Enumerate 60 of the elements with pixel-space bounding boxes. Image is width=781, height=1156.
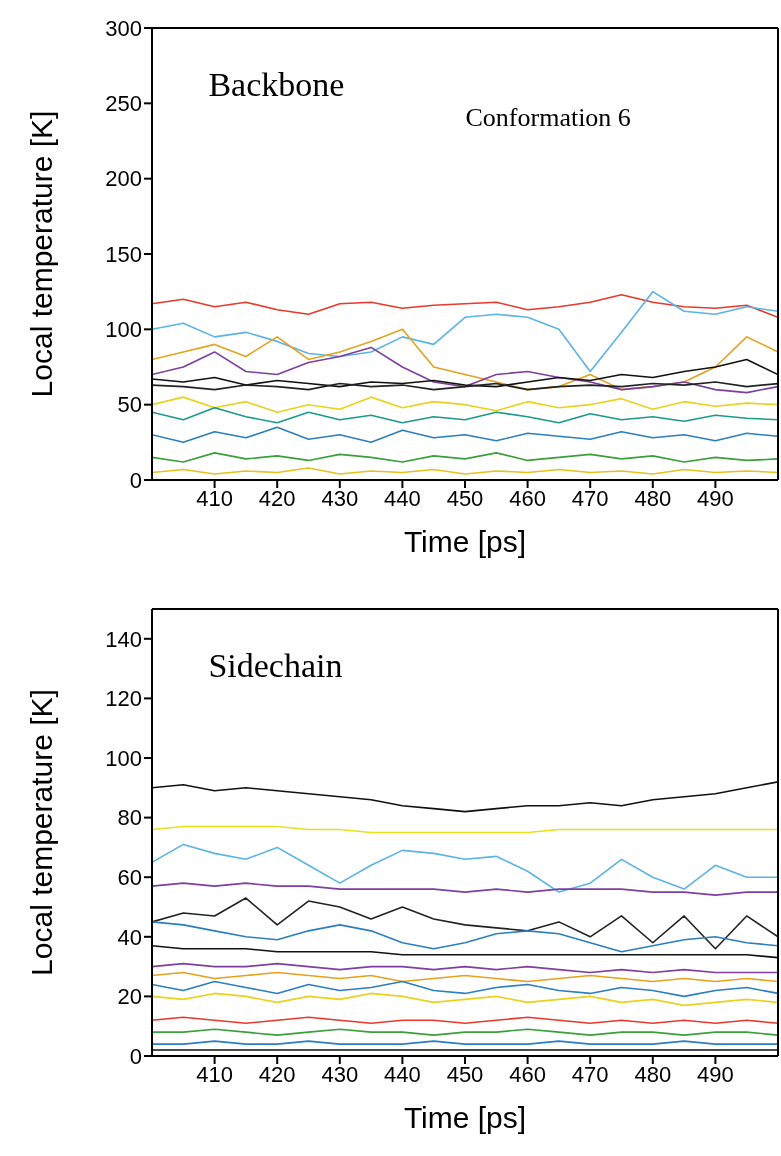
y-tick-label: 50 bbox=[117, 392, 142, 418]
line-series bbox=[152, 980, 778, 998]
x-tick-label: 490 bbox=[697, 485, 734, 511]
line-series bbox=[152, 358, 778, 388]
line-series bbox=[152, 971, 778, 983]
x-tick-label: 430 bbox=[321, 1061, 359, 1087]
line-series bbox=[152, 882, 778, 896]
line-series bbox=[152, 897, 778, 950]
x-tick-label: 430 bbox=[321, 485, 359, 511]
annotation: Sidechain bbox=[208, 645, 343, 686]
x-tick-label: 470 bbox=[571, 485, 609, 511]
y-tick-label: 300 bbox=[105, 15, 142, 41]
line-series bbox=[152, 452, 778, 463]
y-tick-label: 100 bbox=[105, 317, 142, 343]
line-series bbox=[152, 346, 778, 394]
y-axis-title: Local temperature [K] bbox=[24, 689, 58, 976]
x-tick-label: 410 bbox=[196, 485, 233, 511]
y-tick-label: 40 bbox=[117, 924, 142, 950]
y-tick-label: 250 bbox=[105, 91, 142, 117]
x-tick-label: 420 bbox=[258, 1061, 296, 1087]
x-tick-label: 480 bbox=[634, 1061, 672, 1087]
y-tick-label: 60 bbox=[117, 865, 142, 891]
x-tick-label: 460 bbox=[509, 1061, 546, 1087]
line-series bbox=[152, 962, 778, 974]
line-series bbox=[152, 944, 778, 959]
y-tick-label: 150 bbox=[105, 241, 142, 267]
x-axis-title: Time [ps] bbox=[403, 525, 527, 558]
line-series bbox=[152, 396, 778, 413]
line-series bbox=[152, 781, 778, 813]
x-tick-label: 450 bbox=[446, 485, 484, 511]
annotation: Backbone bbox=[208, 65, 345, 106]
annotation: Conformation 6 bbox=[465, 102, 631, 134]
line-series bbox=[152, 426, 778, 444]
line-series bbox=[152, 992, 778, 1007]
x-tick-label: 470 bbox=[571, 1061, 609, 1087]
x-tick-label: 420 bbox=[258, 485, 296, 511]
y-tick-label: 20 bbox=[117, 984, 142, 1010]
x-tick-label: 440 bbox=[384, 485, 421, 511]
y-tick-label: 120 bbox=[105, 686, 142, 712]
line-series bbox=[152, 921, 778, 953]
line-series bbox=[152, 290, 778, 373]
line-series bbox=[152, 381, 778, 391]
x-axis-title: Time [ps] bbox=[403, 1101, 527, 1134]
x-tick-label: 490 bbox=[697, 1061, 734, 1087]
x-tick-label: 480 bbox=[634, 485, 672, 511]
y-tick-label: 80 bbox=[117, 805, 142, 831]
y-tick-label: 0 bbox=[129, 1043, 142, 1069]
line-series bbox=[152, 843, 778, 893]
y-tick-label: 140 bbox=[105, 626, 142, 652]
y-tick-label: 0 bbox=[129, 467, 142, 493]
y-tick-label: 100 bbox=[105, 745, 142, 771]
line-series bbox=[152, 467, 778, 475]
line-series bbox=[152, 293, 778, 319]
x-tick-label: 460 bbox=[509, 485, 546, 511]
x-tick-label: 450 bbox=[446, 1061, 484, 1087]
line-series bbox=[152, 406, 778, 424]
x-tick-label: 440 bbox=[384, 1061, 421, 1087]
y-tick-label: 200 bbox=[105, 166, 142, 192]
y-axis-title: Local temperature [K] bbox=[24, 110, 58, 398]
x-tick-label: 410 bbox=[196, 1061, 233, 1087]
